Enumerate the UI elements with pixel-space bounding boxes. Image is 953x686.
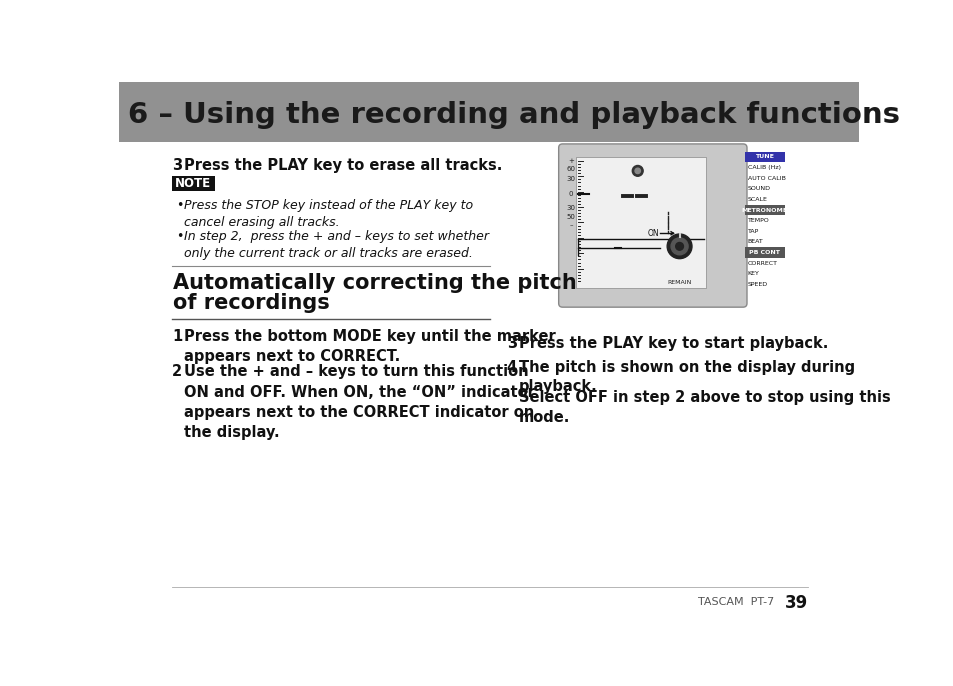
- FancyBboxPatch shape: [119, 82, 858, 143]
- Text: 3: 3: [172, 158, 182, 173]
- Text: CORRECT: CORRECT: [747, 261, 777, 265]
- Text: KEY: KEY: [747, 272, 759, 276]
- Text: TUNE: TUNE: [755, 154, 774, 159]
- FancyBboxPatch shape: [744, 152, 784, 163]
- Text: PB CONT: PB CONT: [749, 250, 780, 255]
- FancyBboxPatch shape: [576, 157, 705, 288]
- Circle shape: [635, 168, 639, 174]
- FancyBboxPatch shape: [744, 204, 784, 215]
- Text: Press the STOP key instead of the PLAY key to
cancel erasing all tracks.: Press the STOP key instead of the PLAY k…: [184, 200, 473, 229]
- Circle shape: [658, 165, 669, 176]
- Text: SOUND: SOUND: [747, 187, 770, 191]
- Text: AUTO CALIB: AUTO CALIB: [747, 176, 785, 180]
- Text: TEMPO: TEMPO: [747, 218, 769, 223]
- FancyBboxPatch shape: [172, 176, 214, 191]
- Text: 3: 3: [506, 336, 517, 351]
- Text: In step 2,  press the + and – keys to set whether
only the current track or all : In step 2, press the + and – keys to set…: [184, 230, 489, 260]
- Text: Press the PLAY key to start playback.: Press the PLAY key to start playback.: [518, 336, 827, 351]
- Circle shape: [666, 234, 691, 259]
- Text: •: •: [175, 230, 183, 243]
- Text: •: •: [175, 200, 183, 213]
- Text: REMAIN: REMAIN: [667, 280, 691, 285]
- Text: –: –: [569, 222, 572, 228]
- Text: TASCAM  PT-7: TASCAM PT-7: [698, 597, 773, 606]
- Text: ON: ON: [647, 228, 659, 238]
- Circle shape: [618, 165, 629, 176]
- Text: Automatically correcting the pitch: Automatically correcting the pitch: [173, 273, 577, 294]
- Text: 4: 4: [506, 359, 517, 375]
- FancyBboxPatch shape: [558, 144, 746, 307]
- Circle shape: [670, 238, 687, 255]
- Text: 6 – Using the recording and playback functions: 6 – Using the recording and playback fun…: [129, 101, 900, 129]
- Text: NOTE: NOTE: [174, 177, 211, 190]
- Circle shape: [632, 165, 642, 176]
- Text: TAP: TAP: [747, 229, 759, 234]
- Text: Select OFF in step 2 above to stop using this
mode.: Select OFF in step 2 above to stop using…: [518, 390, 890, 425]
- Circle shape: [675, 242, 682, 250]
- Text: 60: 60: [566, 165, 575, 172]
- Text: METRONOME: METRONOME: [741, 208, 787, 213]
- Text: SCALE: SCALE: [747, 197, 767, 202]
- Circle shape: [605, 165, 617, 176]
- Text: 1: 1: [172, 329, 182, 344]
- Text: BEAT: BEAT: [747, 239, 762, 244]
- Text: CALIB (Hz): CALIB (Hz): [747, 165, 780, 170]
- Text: The pitch is shown on the display during
playback.: The pitch is shown on the display during…: [518, 359, 855, 394]
- Text: 39: 39: [784, 594, 807, 613]
- Text: SPEED: SPEED: [747, 282, 767, 287]
- Circle shape: [645, 165, 656, 176]
- Text: +: +: [568, 158, 574, 164]
- Text: 0: 0: [568, 191, 573, 197]
- FancyBboxPatch shape: [744, 247, 784, 258]
- Text: 2: 2: [172, 364, 182, 379]
- Text: 50: 50: [566, 214, 575, 220]
- Text: 30: 30: [566, 205, 575, 211]
- Text: Press the PLAY key to erase all tracks.: Press the PLAY key to erase all tracks.: [184, 158, 502, 173]
- Text: 30: 30: [566, 176, 575, 182]
- Text: Press the bottom MODE key until the marker
appears next to CORRECT.: Press the bottom MODE key until the mark…: [184, 329, 556, 364]
- Text: Use the + and – keys to turn this function
ON and OFF. When ON, the “ON” indicat: Use the + and – keys to turn this functi…: [184, 364, 535, 440]
- Text: of recordings: of recordings: [173, 294, 330, 314]
